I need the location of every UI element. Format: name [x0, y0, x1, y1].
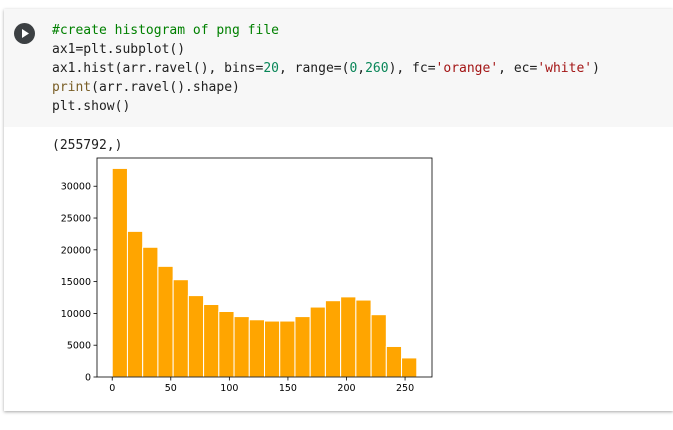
histogram-bar: [355, 299, 372, 378]
x-tick-label: 150: [279, 383, 297, 394]
y-tick-label: 15000: [61, 277, 91, 288]
y-tick-label: 25000: [61, 214, 91, 225]
histogram-bar: [294, 316, 311, 378]
code-line: print(arr.ravel().shape): [52, 78, 600, 97]
histogram-bar: [218, 311, 235, 378]
histogram-bar: [111, 167, 128, 378]
notebook-cell: #create histogram of png file ax1=plt.sub…: [4, 9, 673, 411]
code-token: 'white': [537, 61, 593, 76]
code-token: 'orange': [435, 61, 499, 76]
code-editor[interactable]: #create histogram of png file ax1=plt.sub…: [52, 21, 600, 116]
code-line: plt.show(): [52, 97, 600, 116]
x-tick-label: 0: [109, 383, 115, 394]
histogram-bar: [126, 230, 144, 378]
histogram-bar: [233, 316, 250, 378]
output-text: (255792,): [52, 138, 123, 153]
histogram-bar: [203, 304, 220, 378]
code-line: #create histogram of png file: [52, 21, 600, 40]
code-cell-input[interactable]: #create histogram of png file ax1=plt.sub…: [4, 9, 673, 127]
code-token: , range=(: [278, 61, 350, 76]
y-tick-label: 0: [85, 373, 91, 384]
code-token: ax1=plt.subplot(): [52, 42, 186, 57]
x-tick-label: 50: [165, 383, 177, 394]
histogram-bar: [187, 295, 205, 378]
histogram-bar: [172, 279, 189, 378]
code-token: #create histogram of png file: [52, 23, 279, 38]
code-token: ,: [357, 61, 366, 76]
code-token: 260: [365, 61, 389, 76]
code-token: plt.show(): [52, 99, 131, 114]
x-tick-label: 100: [220, 383, 238, 394]
play-icon: [22, 29, 29, 38]
histogram-bar: [309, 306, 326, 378]
histogram-bar: [324, 300, 342, 378]
code-token: ): [592, 61, 600, 76]
x-tick-label: 250: [396, 383, 414, 394]
histogram-bar: [264, 320, 281, 378]
code-token: ), fc=: [388, 61, 436, 76]
code-token: print: [52, 80, 92, 95]
histogram-bar: [279, 320, 296, 378]
histogram-bar: [385, 345, 403, 378]
code-token: 20: [263, 61, 279, 76]
y-tick-label: 30000: [61, 182, 91, 193]
code-token: ax1.hist(arr.ravel(), bins=: [52, 61, 264, 76]
histogram-bar: [142, 246, 159, 378]
code-line: ax1=plt.subplot(): [52, 40, 600, 59]
histogram-bar: [370, 314, 387, 378]
plot-frame: [96, 157, 433, 378]
code-token: 0: [349, 61, 358, 76]
y-tick-label: 5000: [67, 341, 91, 352]
histogram-bar: [248, 319, 265, 378]
run-cell-button[interactable]: [14, 23, 35, 44]
y-tick-label: 20000: [61, 245, 91, 256]
x-tick-label: 200: [337, 383, 355, 394]
histogram-bar: [401, 357, 418, 378]
histogram-bar: [340, 296, 357, 378]
histogram-bar: [157, 265, 174, 378]
y-tick-label: 10000: [61, 309, 91, 320]
code-token: , ec=: [498, 61, 538, 76]
code-line: ax1.hist(arr.ravel(), bins=20, range=(0,…: [52, 59, 600, 78]
histogram-chart: 0 50 100 150 200 250 0 5000 10000 15000 20000 25000…: [61, 157, 433, 394]
code-token: (arr.ravel().shape): [91, 80, 240, 95]
